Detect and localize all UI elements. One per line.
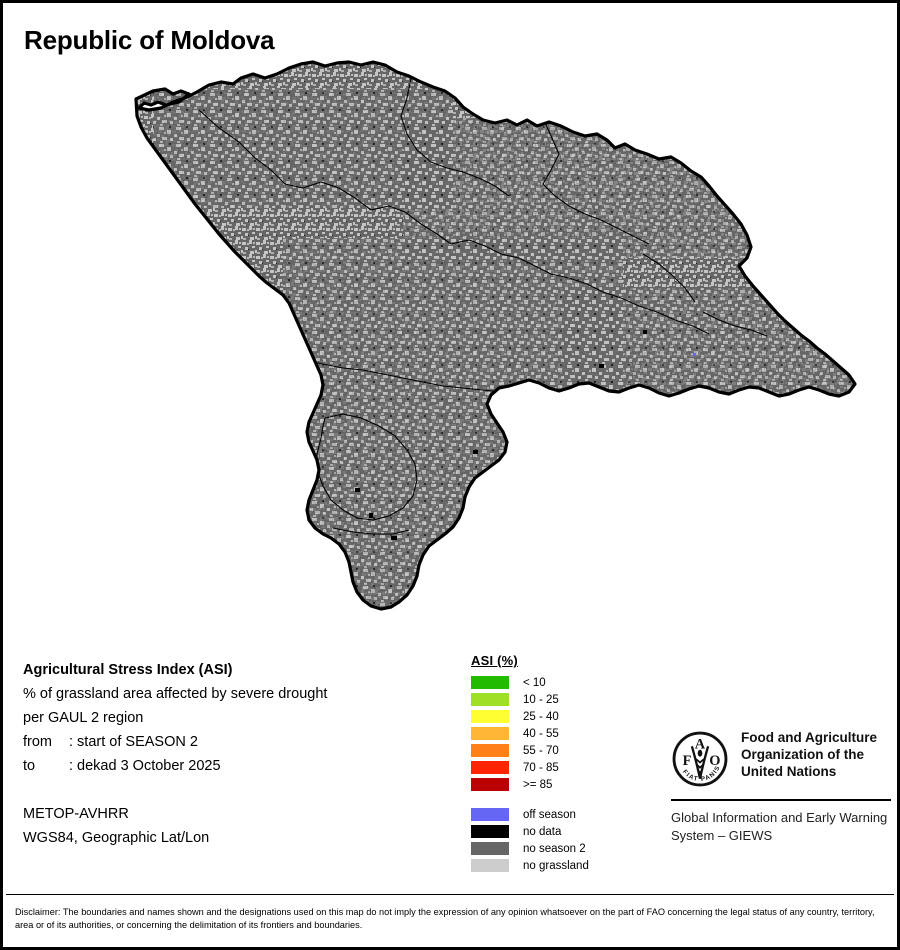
period-to-row: to : dekad 3 October 2025 [23, 754, 453, 778]
asi-heading: Agricultural Stress Index (ASI) [23, 662, 233, 678]
period-to-value: : dekad 3 October 2025 [69, 758, 221, 774]
map-svg [134, 60, 857, 611]
legend-spacer [471, 793, 589, 806]
legend-swatch-icon [471, 808, 509, 821]
fao-organization-name: Food and Agriculture Organization of the… [741, 730, 877, 779]
legend-item-label: 40 - 55 [523, 727, 559, 740]
legend-item[interactable]: 10 - 25 [471, 691, 589, 708]
legend-item-nograssland[interactable]: no grassland [471, 857, 589, 874]
legend-title: ASI (%) [471, 653, 518, 668]
disclaimer-text: Disclaimer: The boundaries and names sho… [15, 907, 875, 930]
legend-swatch-icon [471, 710, 509, 723]
legend-item-label: 70 - 85 [523, 761, 559, 774]
legend-swatch-icon [471, 693, 509, 706]
fao-header: F A O FIAT PANIS Food and Agriculture Or… [671, 729, 893, 789]
period-from-value: : start of SEASON 2 [69, 734, 198, 750]
legend-item-label: no grassland [523, 859, 589, 872]
legend-swatch-icon [471, 825, 509, 838]
speckle-texture-layer [153, 88, 855, 609]
legend-item[interactable]: 25 - 40 [471, 708, 589, 725]
svg-text:A: A [695, 737, 706, 753]
legend-item[interactable]: < 10 [471, 674, 589, 691]
legend-swatch-icon [471, 727, 509, 740]
period-from-label: from [23, 734, 52, 750]
sensor-label: METOP-AVHRR [23, 806, 129, 822]
legend-item-label: < 10 [523, 676, 546, 689]
page-title: Republic of Moldova [24, 25, 275, 55]
moldova-choropleth-map[interactable] [3, 58, 897, 628]
legend-item-label: >= 85 [523, 778, 553, 791]
asi-aggregation: per GAUL 2 region [23, 710, 144, 726]
legend-item[interactable]: 55 - 70 [471, 742, 589, 759]
svg-text:O: O [709, 753, 720, 769]
legend-item[interactable]: 70 - 85 [471, 759, 589, 776]
legend-item-label: off season [523, 808, 576, 821]
legend-item-label: 25 - 40 [523, 710, 559, 723]
admin-boundaries-layer [198, 77, 768, 535]
national-boundary [134, 60, 857, 611]
legend-item[interactable]: 40 - 55 [471, 725, 589, 742]
disclaimer-divider [6, 894, 894, 895]
period-to-label: to [23, 758, 36, 774]
legend-item-label: 55 - 70 [523, 744, 559, 757]
legend-swatch-icon [471, 842, 509, 855]
svg-text:F: F [683, 753, 692, 769]
legend-item-offseason[interactable]: off season [471, 806, 589, 823]
fao-logo-icon: F A O FIAT PANIS [672, 731, 728, 787]
legend-swatch-icon [471, 744, 509, 757]
legend-swatch-icon [471, 676, 509, 689]
legend-swatch-icon [471, 778, 509, 791]
projection-label: WGS84, Geographic Lat/Lon [23, 830, 210, 846]
period-from-row: from : start of SEASON 2 [23, 730, 453, 754]
legend-swatch-icon [471, 859, 509, 872]
asi-subtitle: % of grassland area affected by severe d… [23, 686, 328, 702]
legend-item-noseason2[interactable]: no season 2 [471, 840, 589, 857]
fao-branding-block: F A O FIAT PANIS Food and Agriculture Or… [671, 729, 893, 845]
legend-item[interactable]: >= 85 [471, 776, 589, 793]
legend-item-label: no season 2 [523, 842, 586, 855]
map-description-block: Agricultural Stress Index (ASI) % of gra… [23, 658, 453, 850]
map-legend: ASI (%) < 10 10 - 25 25 - 40 40 - 55 55 … [471, 653, 589, 874]
legend-swatch-icon [471, 761, 509, 774]
legend-item-label: no data [523, 825, 562, 838]
legend-item-nodata[interactable]: no data [471, 823, 589, 840]
legend-item-label: 10 - 25 [523, 693, 559, 706]
fao-divider [671, 799, 891, 801]
source-info: METOP-AVHRR WGS84, Geographic Lat/Lon [23, 802, 453, 850]
giews-subtitle: Global Information and Early Warning Sys… [671, 810, 888, 843]
